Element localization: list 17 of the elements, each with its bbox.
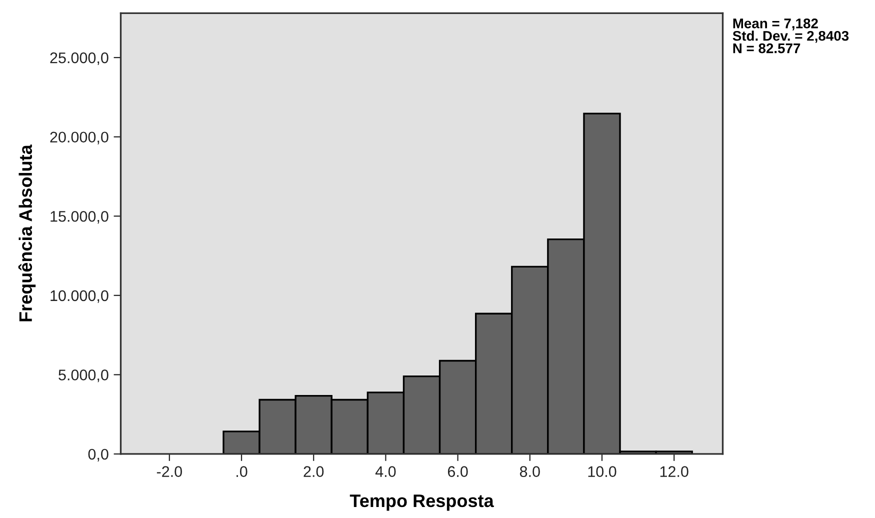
- y-tick-label: 15.000,0: [50, 210, 108, 224]
- x-tick-label: .0: [236, 466, 248, 478]
- y-tick-label: 5.000,0: [58, 370, 108, 382]
- x-tick-label: -2.0: [156, 466, 182, 478]
- x-tick-label: 4.0: [375, 466, 396, 478]
- y-axis-title: Frequência Absoluta: [18, 144, 36, 322]
- x-axis-title: Tempo Resposta: [350, 494, 494, 511]
- text: Mean = 7,182 Std. Dev. = 2,8403 N = 82.577: [732, 18, 849, 54]
- x-tick-label: 8.0: [520, 466, 540, 478]
- y-tick-label: 25.000,0: [50, 52, 108, 66]
- x-tick-label: 2.0: [304, 466, 324, 478]
- x-tick-label: 10.0: [588, 466, 616, 478]
- x-tick-label: 6.0: [448, 466, 468, 478]
- y-tick-label: 10.000,0: [50, 290, 108, 303]
- y-tick-label: 20.000,0: [50, 132, 108, 144]
- x-tick-label: 12.0: [660, 466, 688, 478]
- y-tick-label: 0,0: [88, 448, 108, 462]
